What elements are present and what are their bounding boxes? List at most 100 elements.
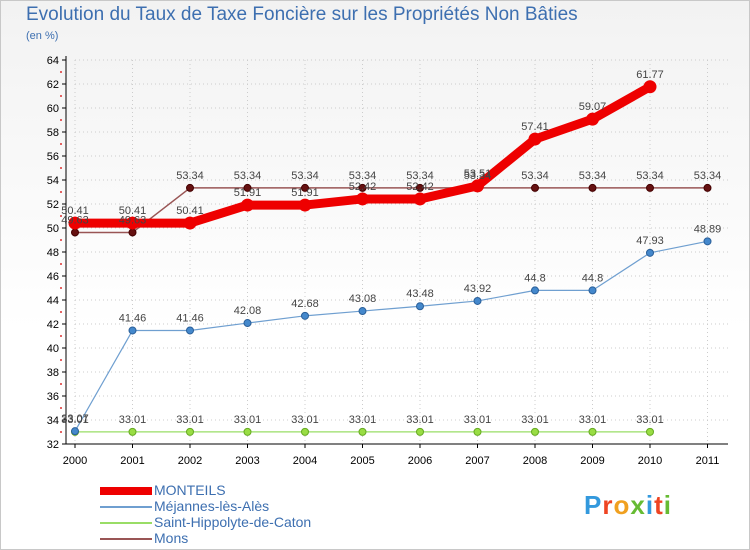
data-label-mejannes-2010: 47.93 [636,235,664,247]
legend-label-saint-hippolyte: Saint-Hippolyte-de-Caton [154,514,312,530]
point-saint-hippolyte-2010 [646,427,654,436]
data-label-mejannes-2011: 48.89 [694,223,722,235]
data-label-saint-hippolyte-2010: 33.01 [636,414,664,426]
point-mejannes-2001 [128,326,137,335]
point-saint-hippolyte-2008 [531,427,539,436]
y-minor-dot-49 [60,239,62,241]
point-mejannes-2009 [588,286,597,295]
y-tick-label-44: 44 [47,295,59,307]
legend-label-mons: Mons [154,530,189,546]
data-label-monteils-2004: 51.91 [291,187,319,199]
y-tick-label-62: 62 [47,79,59,91]
y-minor-dot-41 [60,335,62,337]
data-label-saint-hippolyte-2002: 33.01 [176,414,204,426]
data-label-mons-2007: 53.34 [464,170,492,182]
point-monteils-2001 [126,216,139,230]
x-tick-label-2010: 2010 [638,455,662,467]
point-monteils-2000 [68,216,82,230]
point-mejannes-2010 [646,248,654,257]
point-mons-2010 [646,183,654,192]
x-tick-label-2008: 2008 [523,455,547,467]
y-minor-dot-51 [60,215,62,217]
data-label-mejannes-2002: 41.46 [176,312,204,324]
y-minor-dot-39 [60,359,62,361]
legend-swatch-mons [100,538,152,540]
x-tick-label-2000: 2000 [63,455,87,467]
y-tick-label-58: 58 [47,127,59,139]
y-tick-label-60: 60 [47,103,59,115]
logo-letter: P [584,490,603,520]
legend-label-mejannes: Méjannes-lès-Alès [154,498,270,514]
data-label-mejannes-2005: 43.08 [349,293,377,305]
logo-letter: i [663,490,672,520]
point-mons-2002 [186,183,194,192]
data-label-monteils-2009: 59.07 [579,101,607,113]
data-label-monteils-2000: 50.41 [61,205,89,217]
point-saint-hippolyte-2009 [588,427,597,436]
data-label-monteils-2005: 52.42 [349,181,377,193]
x-tick-label-2004: 2004 [293,455,317,467]
legend-label-monteils: MONTEILS [154,482,226,498]
proxiti-logo: Proxiti [584,490,672,521]
data-label-saint-hippolyte-2001: 33.01 [119,414,147,426]
point-monteils-2007 [471,179,484,193]
point-monteils-2004 [298,198,312,212]
point-mons-2005 [358,183,367,192]
logo-letter: r [602,490,614,520]
x-tick-label-2005: 2005 [350,455,374,467]
point-mejannes-2003 [243,319,252,328]
y-tick-label-56: 56 [47,151,59,163]
x-tick-label-2007: 2007 [465,455,489,467]
data-label-monteils-2008: 57.41 [521,121,549,133]
y-tick-label-32: 32 [47,439,59,451]
y-minor-dot-63 [60,71,62,73]
x-tick-label-2002: 2002 [178,455,202,467]
point-mejannes-2002 [186,326,194,335]
point-saint-hippolyte-2007 [473,427,482,436]
data-label-mejannes-2003: 42.08 [234,305,262,317]
point-monteils-2009 [586,112,599,126]
data-label-mejannes-2008: 44.8 [524,272,545,284]
series-line-mejannes [74,240,709,432]
y-minor-dot-37 [60,383,62,385]
data-label-mons-2003: 53.34 [234,170,262,182]
point-mons-2003 [243,183,252,192]
data-label-saint-hippolyte-2007: 33.01 [464,414,492,426]
point-mons-2004 [301,183,309,192]
y-minor-dot-47 [60,263,62,265]
unit-label: (en %) [26,30,59,42]
x-tick-label-2009: 2009 [580,455,604,467]
data-label-mons-2005: 53.34 [349,170,377,182]
data-label-saint-hippolyte-2006: 33.01 [406,414,434,426]
legend-swatch-monteils [100,487,152,495]
data-label-mons-2011: 53.34 [694,170,722,182]
point-mons-2001 [128,228,137,237]
y-tick-label-34: 34 [47,415,59,427]
data-label-monteils-2003: 51.91 [234,187,262,199]
y-tick-label-50: 50 [47,223,59,235]
y-tick-label-64: 64 [47,55,59,67]
data-label-saint-hippolyte-2009: 33.01 [579,414,607,426]
logo-letter: o [613,490,631,520]
x-tick-label-2011: 2011 [696,455,720,467]
data-label-mejannes-2006: 43.48 [406,288,434,300]
data-label-saint-hippolyte-2000: 33.01 [61,414,89,426]
point-saint-hippolyte-2005 [358,427,367,436]
y-tick-label-40: 40 [47,343,59,355]
point-monteils-2005 [356,192,369,206]
data-label-mons-2002: 53.34 [176,170,204,182]
data-label-mons-2010: 53.34 [636,170,664,182]
point-mons-2000 [71,228,79,237]
data-label-mons-2000: 49.63 [61,214,89,226]
legend-swatch-mejannes [100,506,152,508]
data-label-mons-2006: 53.34 [406,170,434,182]
data-label-mejannes-2000: 33.07 [61,413,89,425]
data-label-monteils-2002: 50.41 [176,205,204,217]
data-label-monteils-2010: 61.77 [636,69,664,81]
point-monteils-2003 [241,198,254,212]
data-label-mejannes-2001: 41.46 [119,312,147,324]
data-label-mejannes-2004: 42.68 [291,298,319,310]
point-saint-hippolyte-2003 [243,427,252,436]
data-label-saint-hippolyte-2004: 33.01 [291,414,319,426]
